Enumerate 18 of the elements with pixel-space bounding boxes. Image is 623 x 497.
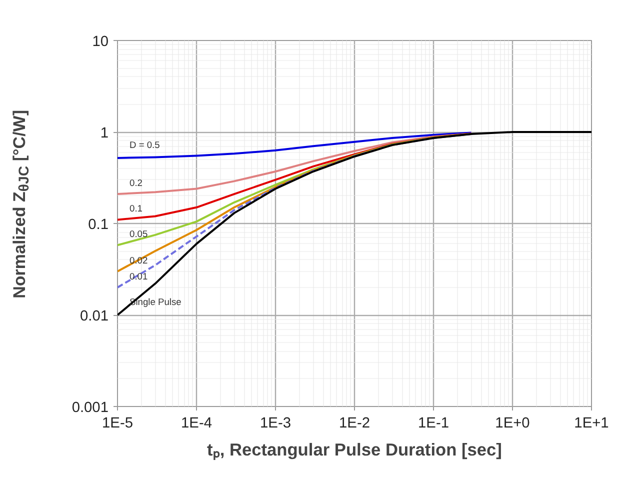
- series-label: 0.2: [130, 178, 142, 188]
- series-label: 0.01: [130, 271, 148, 282]
- y-tick-label: 1: [100, 126, 109, 142]
- y-tick-label: 0.01: [80, 308, 109, 324]
- x-tick-label: 1E+0: [495, 416, 530, 432]
- y-tick-label: 10: [92, 34, 109, 50]
- x-axis-title: tₚ, Rectangular Pulse Duration [sec]: [207, 440, 502, 460]
- y-tick-label: 0.1: [88, 217, 108, 233]
- series-label: D = 0.5: [130, 140, 160, 150]
- x-tick-label: 1E-2: [339, 416, 370, 432]
- x-tick-label: 1E+1: [574, 416, 609, 432]
- series-label: 0.1: [130, 204, 142, 214]
- x-tick-label: 1E-1: [418, 416, 449, 432]
- x-tick-label: 1E-3: [260, 416, 291, 432]
- y-tick-label: 0.001: [72, 400, 109, 416]
- x-tick-label: 1E-4: [181, 416, 212, 432]
- series-label: 0.05: [130, 229, 148, 240]
- x-tick-label: 1E-5: [102, 416, 133, 432]
